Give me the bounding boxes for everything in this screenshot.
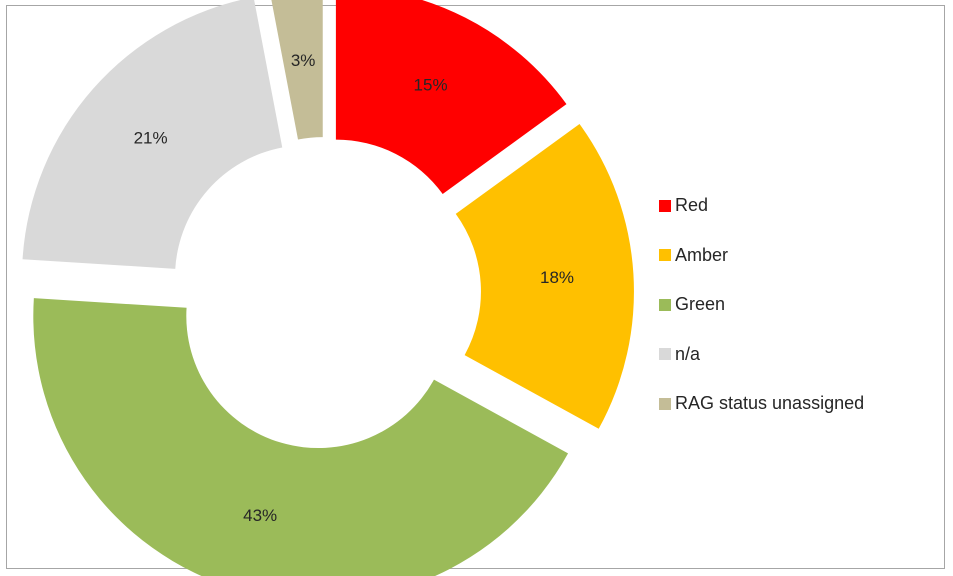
legend-label-na: n/a bbox=[675, 343, 701, 364]
legend-item-green: Green bbox=[659, 280, 945, 330]
slice-green bbox=[33, 298, 569, 576]
legend: Red Amber Green n/a RAG status unassigne… bbox=[659, 181, 945, 429]
legend-item-red: Red bbox=[659, 181, 945, 231]
slice-amber bbox=[455, 123, 634, 429]
data-label-amber: 18% bbox=[540, 268, 574, 287]
data-label-green: 43% bbox=[243, 506, 277, 525]
legend-label-red: Red bbox=[675, 195, 709, 216]
legend-swatch-red bbox=[659, 199, 671, 212]
legend-swatch-na bbox=[659, 348, 671, 361]
slice-na bbox=[22, 0, 283, 269]
legend-item-amber: Amber bbox=[659, 231, 945, 281]
legend-item-na: n/a bbox=[659, 330, 945, 380]
legend-swatch-amber bbox=[659, 249, 671, 262]
legend-label-unassigned: RAG status unassigned bbox=[675, 393, 865, 414]
legend-label-amber: Amber bbox=[675, 244, 729, 265]
slice-unassigned bbox=[271, 0, 323, 140]
legend-swatch-green bbox=[659, 298, 671, 311]
legend-item-unassigned: RAG status unassigned bbox=[659, 379, 945, 429]
data-label-na: 21% bbox=[134, 129, 168, 148]
legend-label-green: Green bbox=[675, 294, 726, 315]
data-label-unassigned: 3% bbox=[291, 51, 316, 70]
data-label-red: 15% bbox=[414, 75, 448, 94]
slice-red bbox=[335, 0, 567, 195]
legend-swatch-unassigned bbox=[659, 397, 671, 410]
